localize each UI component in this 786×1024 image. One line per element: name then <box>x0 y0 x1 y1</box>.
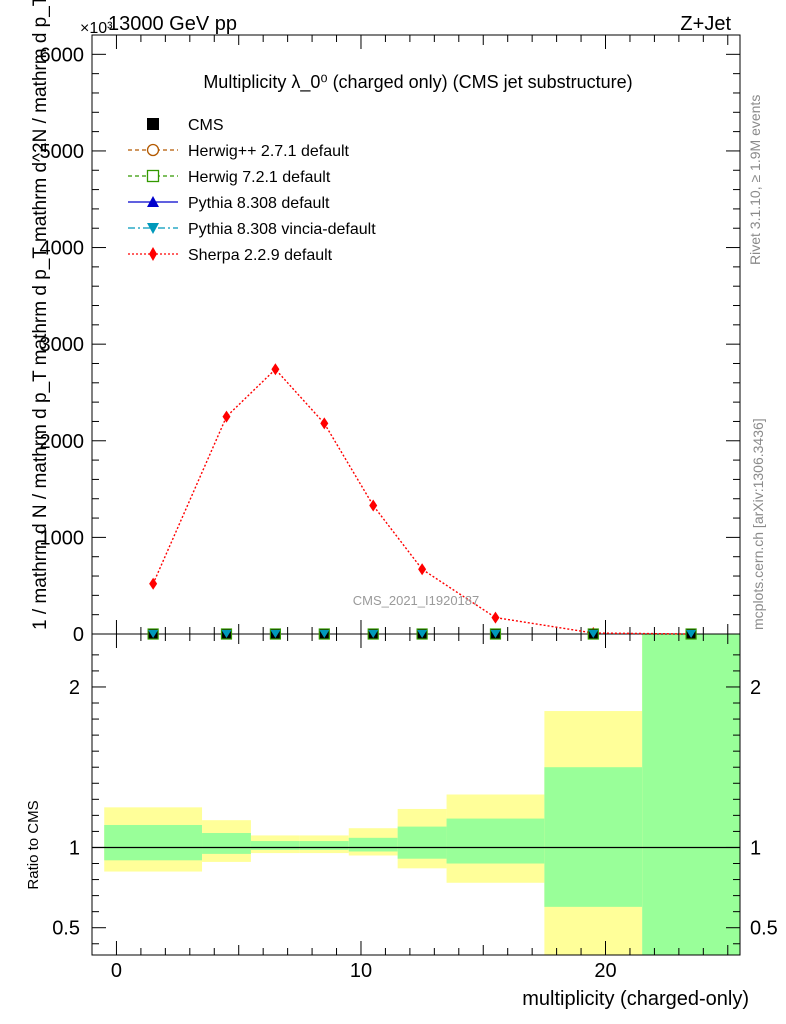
y-axis-exponent: ×10³ <box>80 20 113 37</box>
legend-marker-triangle-down <box>147 223 159 234</box>
main-y-tick-label: 4000 <box>40 238 85 260</box>
vincia-point <box>270 630 281 638</box>
vincia-point <box>686 630 697 638</box>
ratio-y-axis-label: Ratio to CMS <box>25 800 42 889</box>
herwig7-point <box>147 628 159 640</box>
ratio-y-tick-label-right: 1 <box>750 837 761 859</box>
main-y-tick-label: 1000 <box>40 527 85 549</box>
main-y-tick-label: 6000 <box>40 44 85 66</box>
legend-label-2: Herwig 7.2.1 default <box>188 169 331 186</box>
ratio-band-layer <box>104 634 740 955</box>
legend-marker-diamond <box>149 247 157 261</box>
ratio-band-inner-1 <box>202 833 251 854</box>
x-tick-label: 0 <box>111 960 122 982</box>
ratio-y-tick-label-left: 0.5 <box>52 918 80 940</box>
ratio-band-inner-7 <box>544 767 643 907</box>
rivet-version-label: Rivet 3.1.10, ≥ 1.9M events <box>747 95 763 265</box>
header-channel-label: Z+Jet <box>680 13 731 35</box>
ratio-band-inner-0 <box>104 824 203 861</box>
main-series-layer <box>147 363 697 640</box>
x-tick-label: 20 <box>594 960 616 982</box>
legend-marker-triangle-up <box>147 196 159 207</box>
mcplots-label: mcplots.cern.ch [arXiv:1306.3436] <box>750 418 766 630</box>
herwig7-point <box>220 628 233 640</box>
vincia-point <box>417 630 428 638</box>
legend-label-1: Herwig++ 2.7.1 default <box>188 143 350 160</box>
x-tick-label: 10 <box>350 960 372 982</box>
sherpa-point <box>491 611 500 624</box>
sherpa-point <box>418 563 427 576</box>
herwig7-point <box>416 628 428 640</box>
legend-label-4: Pythia 8.308 vincia-default <box>188 221 376 238</box>
main-y-axis-label: 1 / mathrm d N / mathrm d p_T mathrm d p… <box>30 0 51 630</box>
ratio-band-inner-5 <box>397 826 447 859</box>
ratio-band-inner-4 <box>348 837 398 852</box>
legend: CMS Herwig++ 2.7.1 default Herwig 7.2.1 de… <box>128 117 376 264</box>
sherpa-point <box>369 499 378 512</box>
vincia-point <box>368 630 379 638</box>
main-y-tick-label: 5000 <box>40 141 85 163</box>
sherpa-series-line <box>152 368 692 635</box>
vincia-point <box>588 630 599 638</box>
main-y-tick-label: 2000 <box>40 431 85 453</box>
ratio-y-tick-label-left: 2 <box>69 677 80 699</box>
vincia-point <box>221 630 232 638</box>
main-y-tick-label: 0 <box>73 624 84 646</box>
ratio-y-tick-label-right: 0.5 <box>750 918 778 940</box>
herwig7-point <box>685 628 697 640</box>
main-frame-box <box>91 34 741 635</box>
ratio-band-inner-8 <box>642 634 740 955</box>
header-process-label: 13000 GeV pp <box>108 13 237 35</box>
vincia-point <box>319 630 330 638</box>
ratio-band-inner-6 <box>446 818 545 864</box>
chart-title: Multiplicity λ_0⁰ (charged only) (CMS je… <box>203 72 632 93</box>
vincia-point <box>490 630 501 638</box>
legend-label-3: Pythia 8.308 default <box>188 195 330 212</box>
legend-label-5: Sherpa 2.2.9 default <box>188 247 333 264</box>
analysis-watermark: CMS_2021_I1920187 <box>353 593 480 608</box>
ratio-y-tick-label-right: 2 <box>750 677 761 699</box>
legend-marker-circle <box>146 143 160 157</box>
sherpa-point <box>271 363 280 376</box>
main-y-tick-label: 3000 <box>40 334 85 356</box>
ratio-band-inner-2 <box>250 841 300 850</box>
ratio-band-inner-3 <box>299 841 349 850</box>
sherpa-point <box>149 577 158 590</box>
herwig7-point <box>587 628 599 640</box>
ratio-panel-frame: 0.5 0.51 12 20 10 20 <box>52 35 778 982</box>
legend-marker-open-square <box>146 169 160 183</box>
herwig7-point <box>269 628 281 640</box>
x-axis-label: multiplicity (charged-only) <box>522 988 749 1010</box>
herwig7-point <box>489 628 502 640</box>
legend-marker-square <box>147 118 159 130</box>
herwig7-point <box>318 628 330 640</box>
herwig7-point <box>367 628 379 640</box>
ratio-y-tick-label-left: 1 <box>69 837 80 859</box>
main-panel-frame: 0 1000 2000 3000 4000 5000 6000 <box>40 34 741 646</box>
sherpa-point <box>320 417 329 430</box>
vincia-point <box>148 630 159 638</box>
legend-label-0: CMS <box>188 117 224 134</box>
sherpa-point <box>222 410 231 423</box>
